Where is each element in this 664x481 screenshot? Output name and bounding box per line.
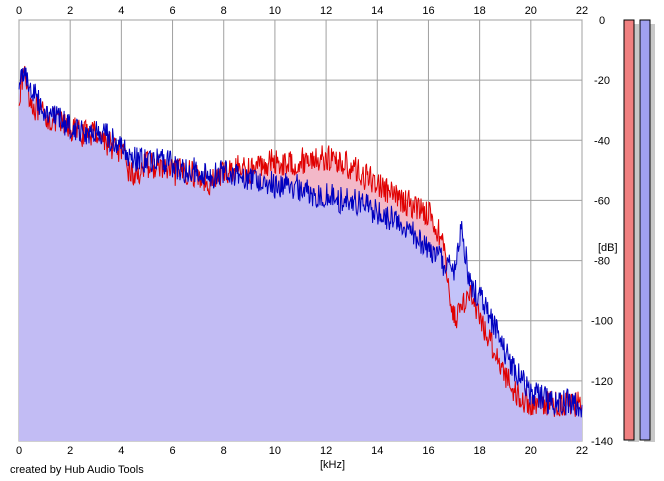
- y-tick-label: -80: [594, 256, 610, 268]
- x-tick-label-top: 10: [269, 5, 281, 17]
- x-tick-label-top: 0: [16, 5, 22, 17]
- tick-labels: 002244668810101212141416161818202022220-…: [16, 5, 613, 457]
- series-layer: [18, 65, 583, 442]
- series-red-line: [18, 65, 583, 417]
- x-tick-label-bottom: 12: [320, 445, 332, 457]
- right-level-meter: [639, 19, 651, 441]
- credit-text: created by Hub Audio Tools: [10, 464, 144, 476]
- x-tick-label-top: 4: [118, 5, 124, 17]
- x-tick-label-top: 22: [576, 5, 588, 17]
- x-tick-label-top: 18: [474, 5, 486, 17]
- x-tick-label-bottom: 2: [67, 445, 73, 457]
- y-tick-label: -40: [594, 135, 610, 147]
- x-tick-label-top: 20: [525, 5, 537, 17]
- x-tick-label-bottom: 6: [169, 445, 175, 457]
- x-tick-label-bottom: 4: [118, 445, 124, 457]
- x-tick-label-bottom: 14: [371, 445, 383, 457]
- x-tick-label-bottom: 10: [269, 445, 281, 457]
- x-tick-label-bottom: 16: [422, 445, 434, 457]
- series-blue-area: [19, 66, 582, 442]
- x-tick-label-top: 14: [371, 5, 383, 17]
- x-tick-label-bottom: 20: [525, 445, 537, 457]
- x-tick-label-bottom: 22: [576, 445, 588, 457]
- x-tick-label-bottom: 8: [221, 445, 227, 457]
- left-level-meter: [623, 19, 635, 441]
- level-meters: [623, 19, 655, 442]
- y-axis-unit: [dB]: [598, 242, 618, 254]
- y-tick-label: -20: [594, 75, 610, 87]
- x-tick-label-top: 2: [67, 5, 73, 17]
- series-blue-line: [18, 66, 583, 418]
- x-tick-label-bottom: 0: [16, 445, 22, 457]
- x-tick-label-bottom: 18: [474, 445, 486, 457]
- y-tick-label: -140: [591, 436, 613, 448]
- x-tick-label-top: 6: [169, 5, 175, 17]
- y-tick-label: 0: [599, 15, 605, 27]
- x-tick-label-top: 12: [320, 5, 332, 17]
- y-tick-label: -100: [591, 316, 613, 328]
- x-axis-unit: [kHz]: [320, 459, 345, 471]
- y-tick-label: -60: [594, 195, 610, 207]
- x-tick-label-top: 16: [422, 5, 434, 17]
- y-tick-label: -120: [591, 376, 613, 388]
- x-tick-label-top: 8: [221, 5, 227, 17]
